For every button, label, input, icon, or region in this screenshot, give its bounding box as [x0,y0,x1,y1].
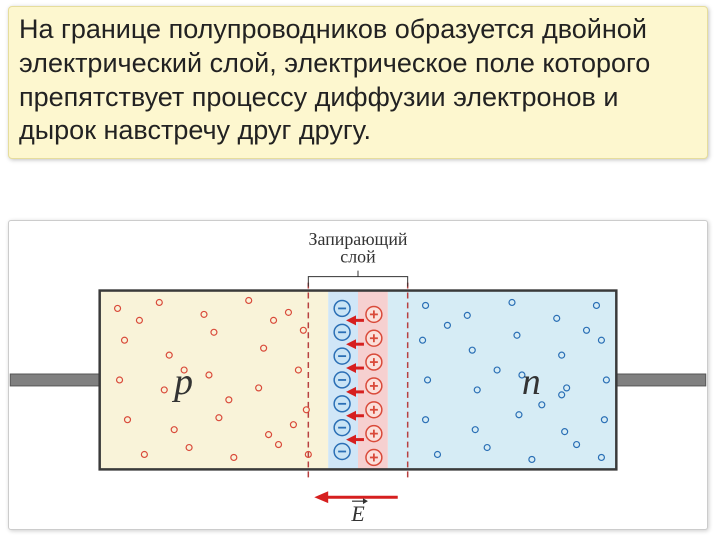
description-text: На границе полупроводников образуется дв… [8,6,708,159]
svg-text:E: E [350,502,364,526]
diagram-svg: Запирающийслой p n E [9,221,707,529]
svg-text:p: p [171,361,193,403]
svg-text:n: n [522,361,541,403]
svg-text:Запирающийслой: Запирающийслой [309,229,408,267]
pn-junction-diagram: Запирающийслой p n E [8,220,708,530]
